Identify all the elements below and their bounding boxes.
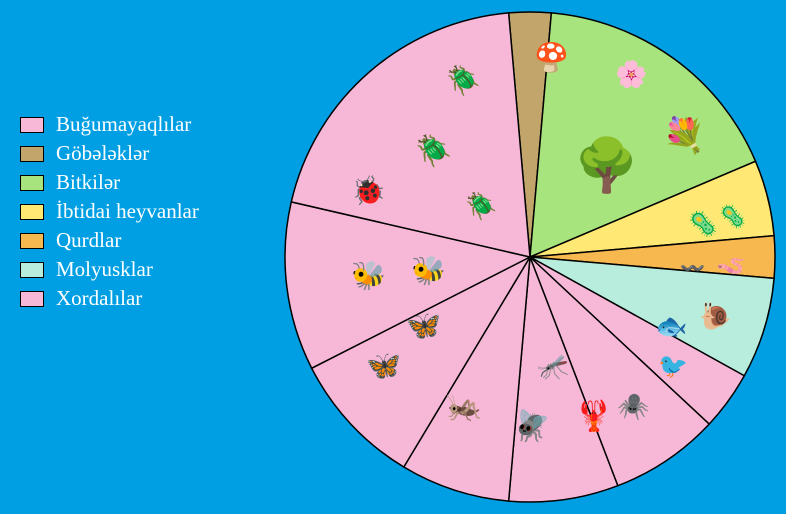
legend-swatch-ibtidai <box>20 204 44 220</box>
legend-swatch-bitkiler <box>20 175 44 191</box>
legend-label-ibtidai: İbtidai heyvanlar <box>56 199 199 224</box>
legend-swatch-gobelekler <box>20 146 44 162</box>
legend-row-qurdlar: Qurdlar <box>20 228 260 253</box>
legend-row-xordalilar: Xordalılar <box>20 286 260 311</box>
pie-svg <box>280 7 780 507</box>
legend-swatch-xordalilar <box>20 291 44 307</box>
legend-label-gobelekler: Göbələklər <box>56 141 149 166</box>
legend-swatch-molyusklar <box>20 262 44 278</box>
legend-label-bitkiler: Bitkilər <box>56 170 120 195</box>
legend-swatch-qurdlar <box>20 233 44 249</box>
legend: Buğumayaqlılar Göbələklər Bitkilər İbtidai … <box>0 94 276 329</box>
legend-row-bitkiler: Bitkilər <box>20 170 260 195</box>
legend-row-bug_a: Buğumayaqlılar <box>20 112 260 137</box>
legend-swatch-bug_a <box>20 117 44 133</box>
legend-row-ibtidai: İbtidai heyvanlar <box>20 199 260 224</box>
legend-row-gobelekler: Göbələklər <box>20 141 260 166</box>
legend-label-qurdlar: Qurdlar <box>56 228 121 253</box>
legend-label-molyusklar: Molyusklar <box>56 257 153 282</box>
legend-label-bug_a: Buğumayaqlılar <box>56 112 191 137</box>
pie-chart: 🍄🌸🌳💐🦠🦠🪱〰️🐌🐟🐦🕷️🦞🪰🦟🦗🦋🦋🐝🐝🐞🪲🪲🪲 <box>280 7 780 507</box>
legend-row-molyusklar: Molyusklar <box>20 257 260 282</box>
legend-label-xordalilar: Xordalılar <box>56 286 142 311</box>
